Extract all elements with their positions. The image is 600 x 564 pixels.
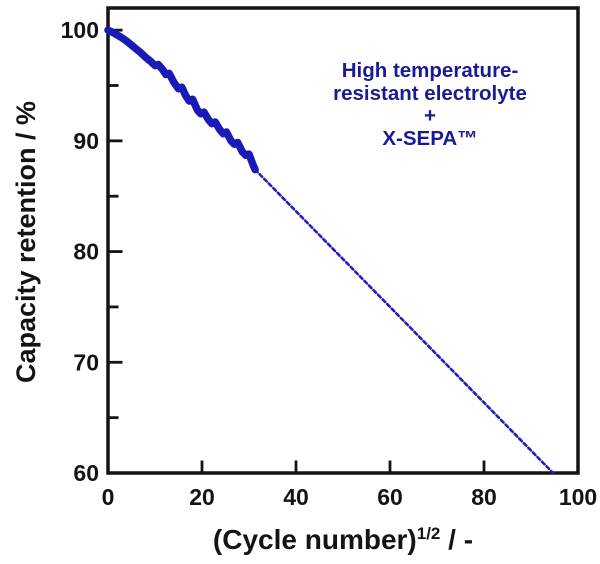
x-tick-label: 40 xyxy=(283,484,309,510)
annotation-line-1: High temperature- xyxy=(341,59,519,82)
x-tick-label: 80 xyxy=(471,484,497,510)
linear-extrapolation-line xyxy=(253,168,555,475)
x-tick-label: 100 xyxy=(559,484,597,510)
annotation-line-4: X-SEPA™ xyxy=(382,126,478,150)
plot-frame xyxy=(106,6,580,475)
x-axis-title-superscript: 1/2 xyxy=(416,524,441,543)
series-annotation: High temperature- resistant electrolyte … xyxy=(285,59,575,150)
x-axis-title: (Cycle number)1/2 / - xyxy=(108,524,578,556)
x-axis-title-base: (Cycle number) xyxy=(212,524,417,555)
annotation-line-2: resistant electrolyte xyxy=(333,81,527,105)
x-tick-label: 60 xyxy=(377,484,403,510)
x-tick-label: 20 xyxy=(189,484,215,510)
y-tick-label: 70 xyxy=(73,349,99,375)
y-axis-title: Capacity retention / % xyxy=(11,100,41,384)
y-tick-label: 100 xyxy=(61,17,99,43)
annotation-line-3: + xyxy=(424,104,436,127)
x-tick-label: 0 xyxy=(102,484,115,510)
measured-capacity-retention-line xyxy=(104,26,259,174)
y-tick-label: 60 xyxy=(73,460,99,486)
x-axis-title-suffix: / - xyxy=(440,524,474,555)
y-tick-label: 80 xyxy=(73,239,99,265)
y-tick-label: 90 xyxy=(73,128,99,154)
